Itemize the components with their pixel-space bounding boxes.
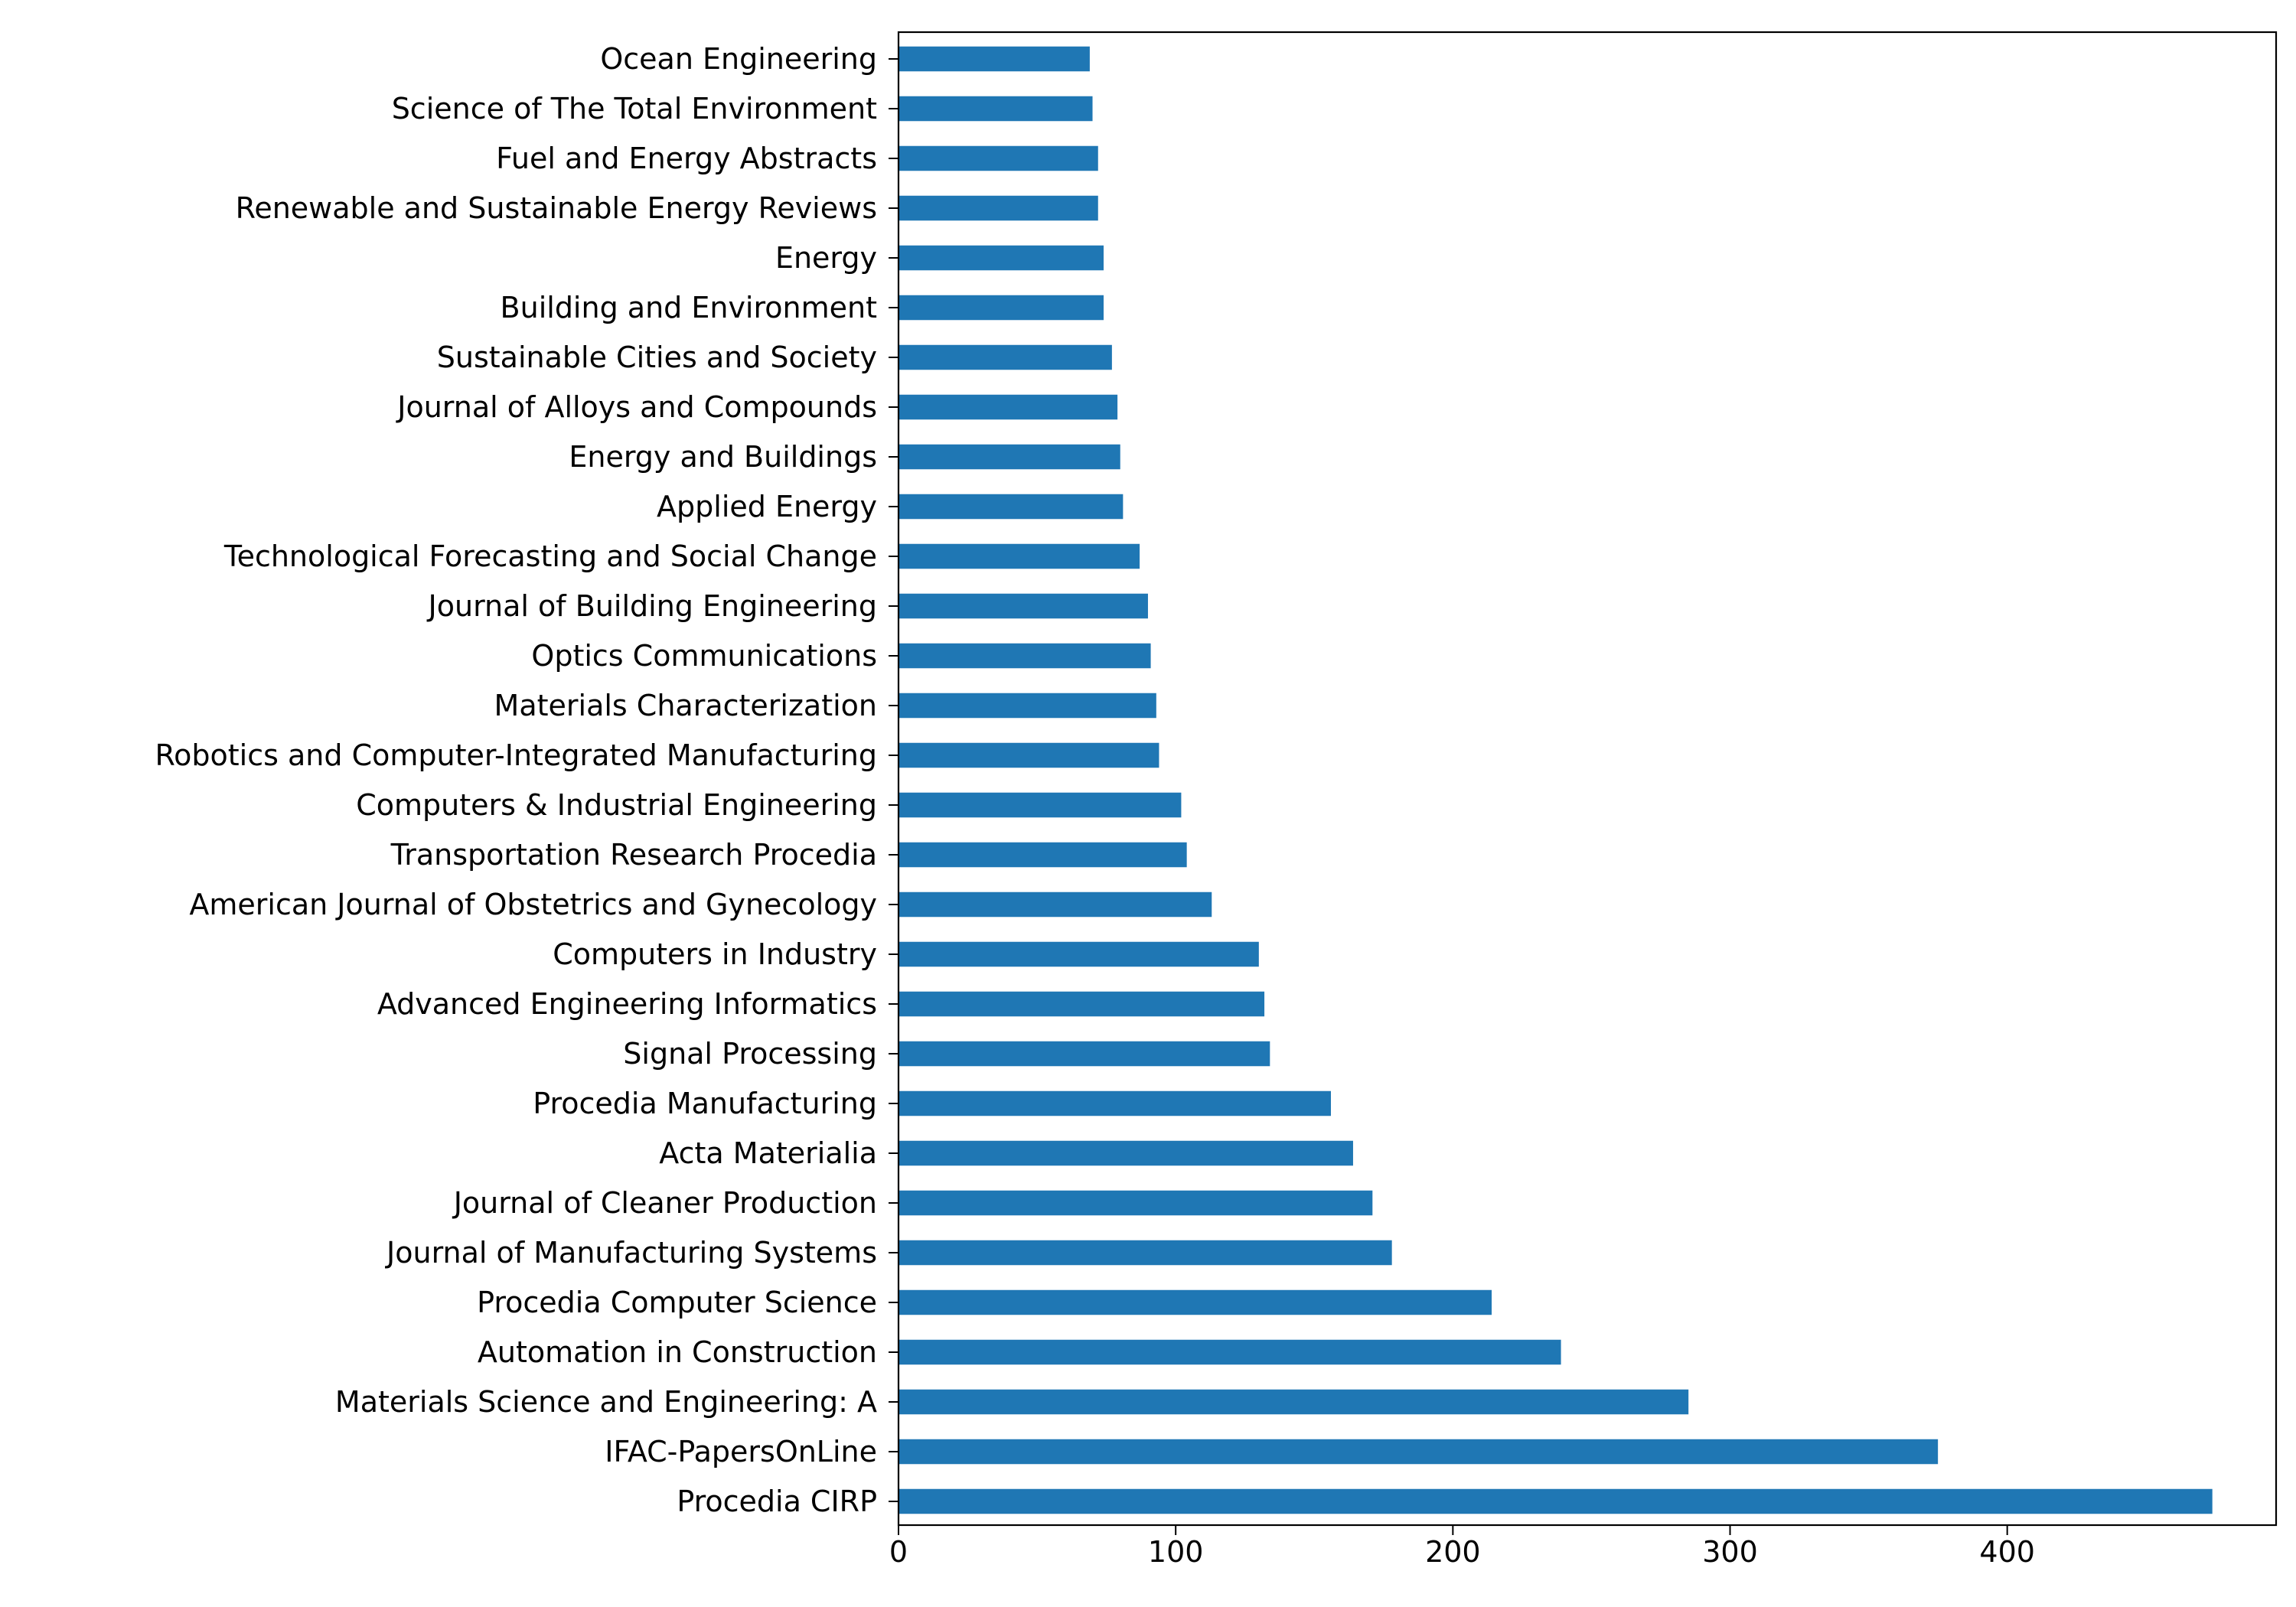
bar: [899, 543, 1140, 569]
bar: [899, 344, 1112, 370]
y-tick-label: Ocean Engineering: [600, 42, 877, 76]
x-ticks: 0 100 200 300 400: [889, 1525, 2035, 1569]
y-tick-label: Technological Forecasting and Social Cha…: [223, 539, 877, 573]
bar: [899, 792, 1182, 818]
bar: [899, 1289, 1492, 1315]
bar: [899, 1240, 1392, 1266]
x-tick-label: 0: [889, 1535, 908, 1569]
y-tick-label: Materials Characterization: [494, 689, 877, 722]
y-tick-label: IFAC-PapersOnLine: [605, 1435, 877, 1468]
bar: [899, 1090, 1331, 1116]
y-tick-label: Building and Environment: [501, 291, 877, 324]
y-tick-label: American Journal of Obstetrics and Gynec…: [189, 888, 877, 921]
bars-layer: [899, 46, 2213, 1514]
bar: [899, 991, 1265, 1017]
bar: [899, 295, 1104, 321]
y-tick-label: Automation in Construction: [478, 1335, 877, 1369]
y-tick-label: Acta Materialia: [659, 1136, 877, 1170]
x-tick-label: 300: [1702, 1535, 1758, 1569]
y-tick-label: Procedia Computer Science: [477, 1286, 877, 1319]
y-tick-label: Journal of Manufacturing Systems: [385, 1236, 877, 1270]
bar: [899, 643, 1151, 669]
plot-frame: [897, 31, 2278, 1527]
y-tick-labels: Procedia CIRP IFAC-PapersOnLine Materials …: [155, 42, 899, 1518]
x-tick-label: 400: [1979, 1535, 2035, 1569]
bar: [899, 941, 1259, 967]
y-tick-label: Journal of Building Engineering: [427, 589, 877, 623]
bar: [899, 494, 1124, 520]
bar: [899, 145, 1098, 171]
y-tick-label: Signal Processing: [623, 1037, 877, 1071]
bar: [899, 1439, 1939, 1465]
bar: [899, 1041, 1270, 1067]
bar: [899, 444, 1120, 470]
y-tick-label: Computers in Industry: [553, 937, 877, 971]
y-tick-label: Optics Communications: [531, 639, 877, 673]
y-tick-label: Robotics and Computer-Integrated Manufac…: [155, 738, 877, 772]
y-tick-label: Renewable and Sustainable Energy Reviews: [236, 191, 877, 225]
bar: [899, 1190, 1373, 1216]
bar: [899, 1488, 2213, 1514]
x-tick-label: 200: [1425, 1535, 1481, 1569]
y-tick-label: Applied Energy: [657, 490, 877, 523]
bar: [899, 742, 1159, 768]
bar: [899, 46, 1090, 72]
bar: [899, 842, 1187, 868]
y-tick-label: Journal of Cleaner Production: [452, 1186, 877, 1220]
bar: [899, 1140, 1353, 1166]
bar: [899, 593, 1148, 619]
y-tick-label: Procedia CIRP: [677, 1485, 877, 1518]
bar: [899, 96, 1093, 122]
y-tick-label: Materials Science and Engineering: A: [335, 1385, 877, 1419]
bar: [899, 394, 1118, 420]
y-tick-label: Procedia Manufacturing: [533, 1087, 877, 1120]
x-tick-label: 100: [1148, 1535, 1204, 1569]
y-tick-label: Sustainable Cities and Society: [437, 341, 877, 374]
bar: [899, 693, 1156, 719]
y-tick-label: Computers & Industrial Engineering: [356, 788, 877, 822]
y-tick-label: Journal of Alloys and Compounds: [396, 390, 877, 424]
y-tick-label: Fuel and Energy Abstracts: [496, 142, 877, 175]
y-tick-label: Advanced Engineering Informatics: [377, 987, 877, 1021]
y-tick-label: Transportation Research Procedia: [390, 838, 877, 872]
bar: [899, 1339, 1561, 1365]
bar: [899, 1389, 1689, 1415]
y-tick-label: Energy and Buildings: [569, 440, 877, 474]
bar: [899, 245, 1104, 271]
bar: [899, 195, 1098, 221]
bar: [899, 892, 1212, 918]
y-tick-label: Energy: [775, 241, 877, 275]
y-tick-label: Science of The Total Environment: [392, 92, 877, 125]
